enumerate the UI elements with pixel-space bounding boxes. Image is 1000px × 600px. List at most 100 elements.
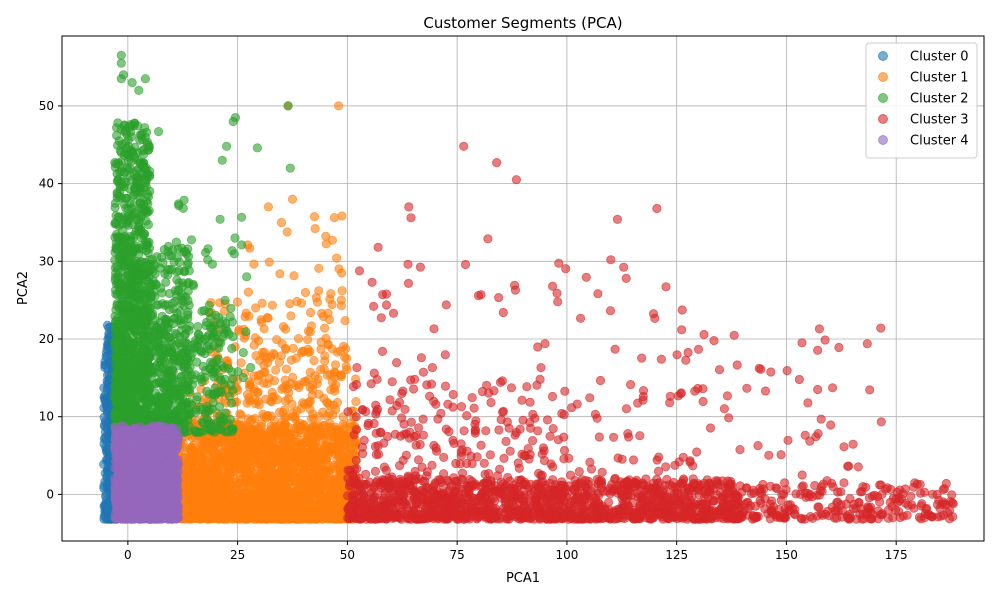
data-point xyxy=(142,269,153,279)
data-point xyxy=(224,391,235,401)
data-point xyxy=(280,431,290,441)
data-point xyxy=(169,411,179,421)
data-point xyxy=(210,320,220,330)
data-point xyxy=(112,261,122,271)
data-point xyxy=(250,333,260,343)
data-point xyxy=(129,230,140,240)
data-point xyxy=(351,396,361,407)
data-point xyxy=(340,315,350,326)
data-point xyxy=(256,315,266,325)
data-point xyxy=(119,376,129,386)
data-point xyxy=(303,425,313,436)
data-point xyxy=(323,398,333,408)
data-point xyxy=(176,292,186,302)
data-point xyxy=(331,424,341,435)
data-point xyxy=(164,264,174,274)
data-point xyxy=(182,504,192,514)
data-point xyxy=(329,383,339,393)
data-point xyxy=(305,326,315,337)
data-point xyxy=(135,295,145,305)
data-point xyxy=(161,277,171,287)
data-point xyxy=(299,481,309,491)
data-point xyxy=(146,309,156,319)
data-point xyxy=(186,471,196,481)
data-point xyxy=(288,343,298,353)
data-point xyxy=(189,343,199,353)
data-point xyxy=(174,265,184,276)
data-point xyxy=(128,363,138,373)
data-point xyxy=(275,269,285,279)
data-point xyxy=(143,220,153,230)
data-point xyxy=(289,476,299,487)
data-point xyxy=(304,397,314,407)
data-point xyxy=(164,304,175,315)
data-point xyxy=(145,186,155,196)
data-point xyxy=(238,347,248,358)
data-point xyxy=(220,408,230,418)
data-point xyxy=(305,382,315,392)
data-point xyxy=(238,372,248,383)
data-point xyxy=(111,219,122,229)
data-point xyxy=(146,291,156,302)
data-point xyxy=(202,455,212,465)
data-point xyxy=(246,362,256,373)
data-point xyxy=(328,491,338,502)
data-point xyxy=(253,500,263,510)
data-point xyxy=(285,163,295,173)
data-point xyxy=(149,259,159,269)
data-point xyxy=(119,120,130,130)
data-point xyxy=(177,325,187,335)
data-point xyxy=(289,429,300,439)
data-point xyxy=(170,313,180,323)
data-point xyxy=(183,453,193,463)
data-point xyxy=(242,272,252,282)
data-point xyxy=(242,389,253,400)
data-point xyxy=(209,372,219,382)
data-point xyxy=(314,389,324,399)
data-point xyxy=(329,444,340,455)
data-point xyxy=(183,371,194,381)
data-point xyxy=(116,74,126,84)
data-point xyxy=(218,332,228,342)
chart-title: Customer Segments (PCA) xyxy=(423,14,622,32)
data-point xyxy=(270,482,280,492)
data-point xyxy=(282,227,292,237)
data-point xyxy=(249,259,259,269)
data-point xyxy=(213,354,223,364)
data-point xyxy=(319,323,330,333)
data-point xyxy=(226,380,236,390)
data-point xyxy=(287,194,298,204)
data-point xyxy=(296,443,306,453)
data-point xyxy=(281,364,292,374)
data-point xyxy=(203,255,213,265)
data-point xyxy=(321,239,331,249)
data-point xyxy=(306,414,316,424)
data-point xyxy=(264,257,274,267)
data-point xyxy=(230,233,240,243)
data-point xyxy=(329,213,339,223)
data-point xyxy=(261,435,271,445)
data-point xyxy=(195,449,205,459)
data-point xyxy=(337,268,347,278)
data-point xyxy=(309,442,319,452)
data-point xyxy=(205,447,215,457)
data-point xyxy=(131,346,141,356)
data-point xyxy=(303,347,314,357)
data-point xyxy=(292,296,302,307)
data-point xyxy=(248,510,258,521)
data-point xyxy=(319,440,329,450)
data-point xyxy=(162,397,172,408)
data-point xyxy=(112,367,122,377)
data-point xyxy=(131,241,141,251)
data-point xyxy=(256,469,266,479)
data-point xyxy=(124,278,134,288)
data-point xyxy=(179,195,189,205)
data-point xyxy=(220,427,230,437)
data-point xyxy=(151,342,161,352)
data-point xyxy=(229,249,239,259)
data-point xyxy=(289,271,299,281)
data-point xyxy=(258,409,268,419)
data-point xyxy=(309,355,319,366)
data-point xyxy=(253,458,264,469)
data-point xyxy=(325,294,335,304)
